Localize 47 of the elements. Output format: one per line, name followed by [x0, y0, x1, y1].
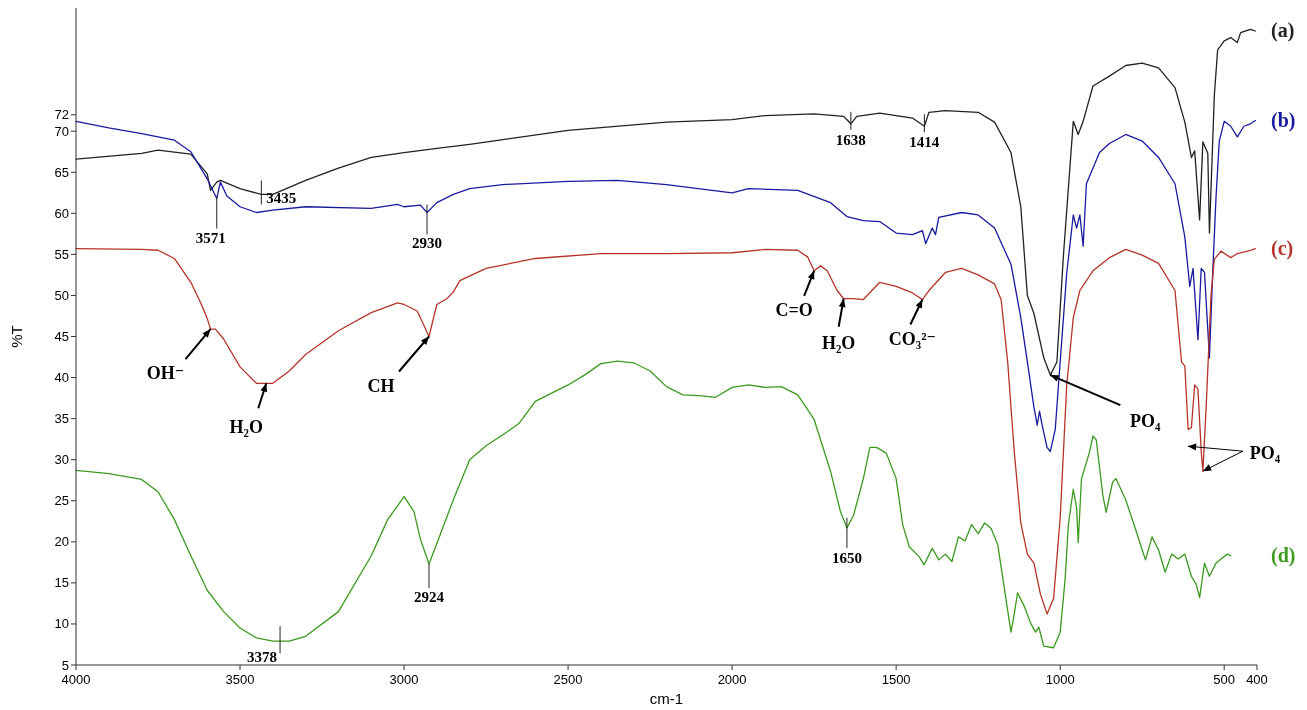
annotation: C=O — [775, 299, 813, 320]
annotation: 3571 — [195, 229, 226, 246]
x-tick-label: 4000 — [61, 672, 91, 687]
y-tick-label: 10 — [54, 616, 69, 632]
y-tick-label: 65 — [54, 164, 69, 180]
y-tick-label: 35 — [54, 411, 69, 427]
y-tick-label: 30 — [54, 452, 69, 468]
x-tick-label: 3500 — [225, 672, 255, 687]
y-tick-label: 15 — [54, 575, 69, 591]
series-label: (c) — [1271, 236, 1294, 260]
x-tick-label: 400 — [1246, 672, 1268, 687]
y-tick-label: 70 — [54, 123, 69, 139]
y-axis-title: %T — [8, 325, 25, 348]
annotation: CO₃²⁻ — [888, 328, 937, 349]
x-tick-label: 2500 — [553, 672, 583, 687]
annotation: CH — [367, 375, 395, 396]
annotation: PO₄ — [1249, 443, 1281, 464]
y-tick-label: 60 — [54, 205, 69, 221]
x-axis-title: cm-1 — [649, 690, 684, 707]
y-tick-label: 50 — [54, 287, 69, 303]
y-tick-label: 40 — [54, 370, 69, 386]
y-tick-label: 20 — [54, 534, 69, 550]
annotation: OH⁻ — [146, 363, 185, 384]
y-tick-label: 25 — [54, 493, 69, 509]
annotation: 1414 — [909, 134, 940, 151]
series-label: (b) — [1271, 108, 1296, 132]
x-tick-label: 1000 — [1045, 672, 1075, 687]
annotation: H₂O — [821, 332, 856, 353]
annotation: 2930 — [412, 235, 443, 252]
annotation: PO₄ — [1130, 411, 1162, 432]
annotation: 2924 — [413, 588, 445, 605]
y-tick-label: 72 — [54, 107, 69, 123]
x-tick-label: 500 — [1213, 672, 1236, 687]
annotation: H₂O — [229, 417, 263, 438]
y-tick-label: 45 — [54, 329, 69, 344]
x-tick-label: 2000 — [717, 672, 747, 687]
series-label: (a) — [1271, 18, 1295, 42]
x-tick-label: 1500 — [881, 672, 911, 687]
annotation: 1638 — [835, 131, 866, 148]
x-tick-label: 3000 — [389, 672, 419, 687]
line-series — [75, 360, 1232, 649]
text: (d) — [1271, 543, 1296, 567]
annotation: 3435 — [266, 190, 297, 207]
y-tick-label: 5 — [61, 657, 69, 673]
annotation: 3378 — [247, 649, 278, 666]
y-tick-label: 55 — [54, 246, 69, 262]
annotation: 1650 — [831, 549, 862, 566]
